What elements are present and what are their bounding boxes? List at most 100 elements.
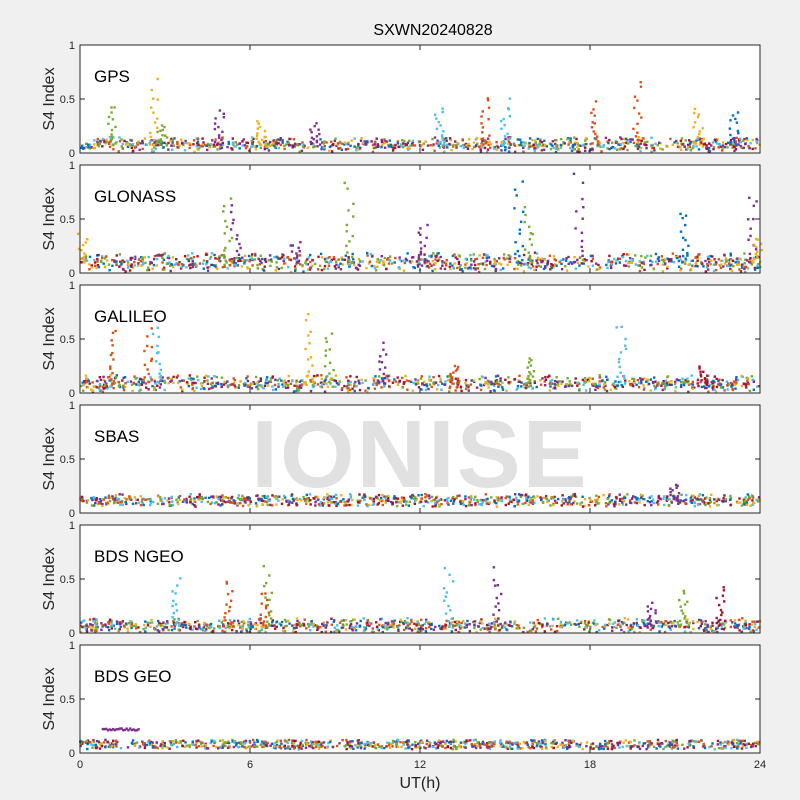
data-point (467, 138, 471, 141)
data-point (408, 622, 411, 626)
data-point (167, 500, 171, 504)
data-point (617, 619, 620, 622)
data-point (108, 145, 112, 148)
data-point (83, 260, 86, 263)
data-point (654, 252, 658, 256)
data-point (437, 120, 440, 124)
data-point (566, 137, 569, 141)
data-point (102, 375, 105, 379)
data-point (534, 143, 537, 146)
data-point (701, 494, 705, 497)
data-point (193, 499, 196, 502)
data-point (569, 146, 572, 150)
data-point (161, 379, 164, 383)
data-point (656, 501, 659, 504)
data-point (311, 259, 315, 262)
data-point (545, 624, 549, 627)
data-point (606, 266, 609, 270)
data-point (398, 256, 401, 259)
data-point (195, 144, 198, 148)
data-point (497, 146, 500, 149)
data-point (420, 493, 423, 497)
data-point (146, 269, 149, 272)
data-point (437, 258, 441, 262)
data-point (152, 111, 155, 114)
data-point (231, 222, 234, 225)
data-point (81, 620, 85, 623)
data-point (650, 150, 653, 153)
data-point (499, 498, 502, 501)
data-point (615, 148, 619, 151)
data-point (559, 259, 562, 262)
data-point (662, 260, 665, 263)
data-point (455, 145, 458, 148)
data-point (394, 143, 397, 147)
data-point (500, 144, 503, 147)
data-point (574, 227, 577, 230)
data-point (259, 143, 263, 146)
data-point (747, 383, 750, 386)
data-point (600, 150, 603, 153)
data-point (555, 139, 558, 142)
data-point (231, 137, 234, 140)
data-point (743, 624, 746, 628)
data-point (487, 386, 490, 389)
data-point (738, 263, 741, 266)
data-point (661, 148, 664, 151)
data-point (309, 503, 312, 506)
data-point (685, 493, 688, 497)
data-points (79, 564, 762, 634)
data-point (745, 382, 748, 386)
data-point (154, 147, 157, 150)
data-point (323, 379, 326, 383)
data-point (155, 144, 158, 147)
data-point (484, 498, 488, 501)
data-point (573, 141, 577, 144)
data-point (309, 379, 312, 382)
data-point (572, 261, 576, 264)
data-point (170, 500, 174, 503)
data-point (431, 269, 434, 273)
data-point (506, 132, 509, 135)
data-point (334, 502, 337, 505)
data-point (461, 138, 464, 141)
data-point (659, 497, 662, 501)
data-point (122, 386, 125, 389)
data-point (449, 499, 453, 502)
data-point (103, 257, 107, 260)
data-point (82, 255, 86, 259)
data-point (154, 388, 157, 392)
data-point (366, 251, 369, 255)
data-point (530, 263, 533, 266)
data-point (479, 499, 482, 502)
data-point (443, 139, 446, 142)
data-point (324, 260, 327, 263)
data-point (383, 624, 386, 627)
data-point (131, 266, 135, 269)
data-point (266, 142, 269, 145)
data-point (152, 150, 155, 153)
data-point (536, 137, 539, 141)
data-point (123, 626, 126, 629)
data-point (390, 145, 393, 149)
data-point (228, 500, 231, 503)
data-point (489, 260, 492, 264)
data-point (348, 493, 352, 496)
data-point (297, 389, 301, 392)
data-point (748, 497, 751, 500)
data-point (493, 262, 496, 266)
data-point (195, 137, 198, 140)
data-point (134, 502, 138, 505)
data-point (484, 380, 487, 384)
data-point (183, 498, 186, 501)
data-point (643, 377, 646, 380)
data-point (488, 630, 491, 634)
data-point (748, 258, 752, 261)
data-point (238, 257, 241, 260)
data-point (269, 377, 273, 380)
data-point (175, 262, 178, 265)
data-point (570, 149, 574, 152)
data-point (326, 267, 330, 270)
data-point (624, 337, 627, 341)
data-point (82, 389, 85, 392)
